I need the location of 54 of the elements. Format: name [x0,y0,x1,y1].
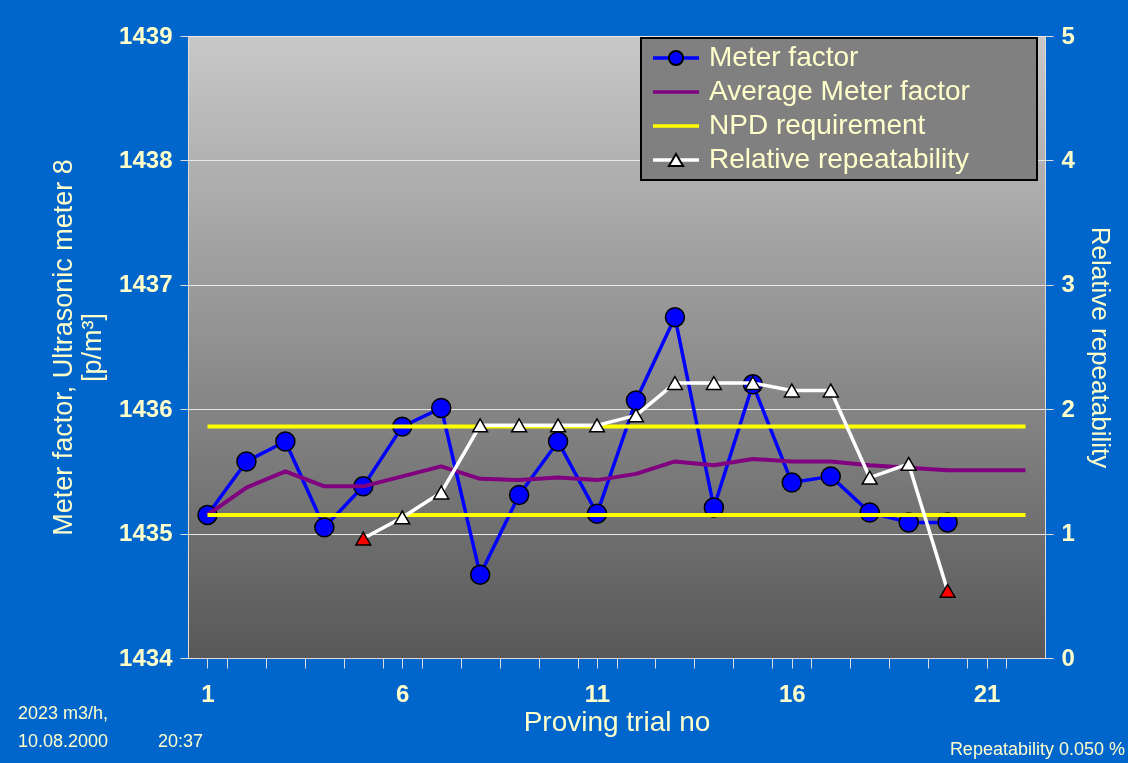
text: Repeatability 0.050 % [949,739,1125,759]
point [625,390,647,411]
y-tick-label: 1438 [119,145,173,173]
y-tick-label: 1435 [119,519,173,547]
point [430,397,452,419]
point [588,418,606,433]
x-tick-label: 1 [201,679,215,707]
y-tick-label: 1439 [119,21,173,49]
point [355,531,372,546]
point [508,484,530,506]
x-tick-label: 16 [778,679,806,707]
point [664,306,686,328]
point [433,485,450,500]
point [705,375,723,391]
point [549,418,567,433]
y-tick-label: 1436 [119,394,173,422]
point [781,472,803,493]
legend-label: Meter factor [709,41,859,72]
text: 10.08.2000 [18,731,109,751]
point [900,456,917,472]
point [236,451,257,472]
point [394,510,411,525]
y-tick-label: 1434 [119,643,174,671]
legend-label: Relative repeatability [709,143,969,174]
point [627,408,645,423]
point [275,431,296,452]
point [820,466,841,487]
x-tick-label: 21 [973,679,1001,707]
y2-tick-label: 5 [1061,21,1075,49]
y2-axis-title: Relative repeatability [1085,226,1116,469]
y-axis-title: Meter factor, Ultrasonic meter 8 [p/m³] [48,159,108,536]
point [861,470,878,485]
y2-tick-label: 4 [1061,145,1076,173]
text: 20:37 [158,731,204,751]
legend-label: Average Meter factor [709,75,970,106]
y2-tick-label: 3 [1061,270,1075,298]
x-tick-label: 6 [396,679,410,707]
point [666,375,684,391]
x-axis-title: Proving trial no [523,705,711,737]
legend-label: NPD requirement [709,109,926,140]
point [314,517,335,538]
y2-tick-label: 0 [1061,643,1075,671]
y-tick-label: 1437 [119,270,173,298]
point [469,564,491,585]
point [471,418,489,433]
x-tick-label: 11 [584,679,611,707]
point [939,583,956,598]
point [547,431,569,452]
text: 2023 m3/h, [18,703,109,723]
point [510,418,528,433]
point [783,383,800,398]
point [822,383,839,398]
y2-tick-label: 2 [1061,394,1075,422]
y2-tick-label: 1 [1061,519,1075,547]
